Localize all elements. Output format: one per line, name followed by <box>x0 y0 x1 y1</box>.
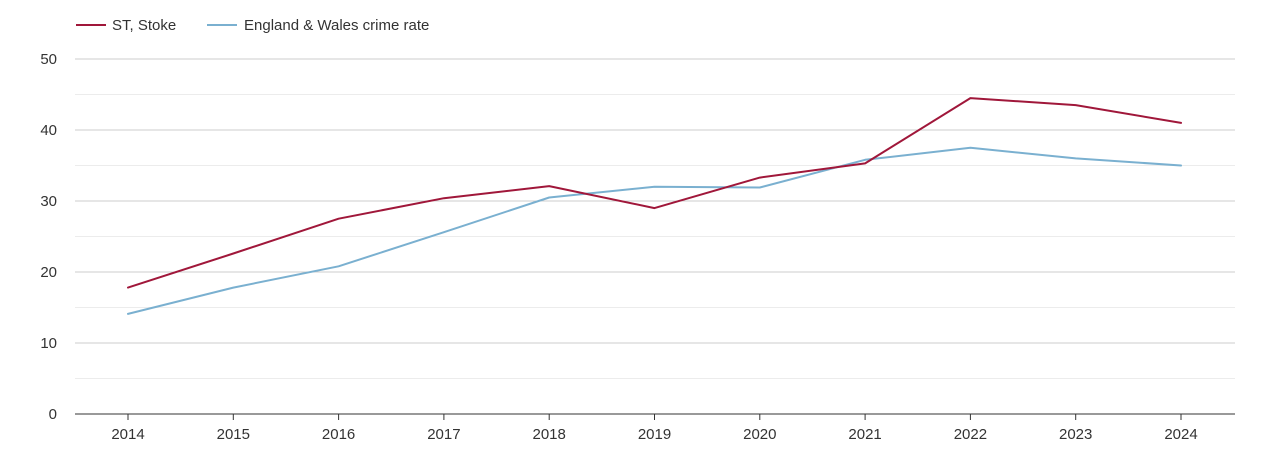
y-axis-ticks: 0 10 20 30 40 50 <box>40 51 57 423</box>
y-tick-label: 20 <box>40 264 57 281</box>
x-tick-label: 2021 <box>848 426 881 443</box>
y-tick-label: 30 <box>40 193 57 210</box>
legend: ST, Stoke England & Wales crime rate <box>76 17 429 34</box>
series-line-st-stoke <box>127 97 1182 289</box>
y-tick-label: 10 <box>40 335 57 352</box>
legend-label-england-wales: England & Wales crime rate <box>244 17 429 34</box>
x-tick-label: 2018 <box>533 426 566 443</box>
x-tick-label: 2023 <box>1059 426 1092 443</box>
x-tick-label: 2014 <box>111 426 144 443</box>
gridlines <box>75 58 1235 379</box>
legend-item-0[interactable]: ST, Stoke <box>76 17 176 34</box>
y-tick-label: 40 <box>40 122 57 139</box>
series-line-england-wales-crime-rate <box>127 146 1182 315</box>
x-tick-label: 2020 <box>743 426 776 443</box>
x-tick-label: 2016 <box>322 426 355 443</box>
x-tick-label: 2022 <box>954 426 987 443</box>
legend-item-1[interactable]: England & Wales crime rate <box>207 17 429 34</box>
y-tick-label: 50 <box>40 51 57 68</box>
x-tick-label: 2015 <box>217 426 250 443</box>
y-tick-label: 0 <box>49 406 57 423</box>
x-tick-label: 2024 <box>1164 426 1197 443</box>
x-tick-label: 2017 <box>427 426 460 443</box>
series-lines <box>127 97 1182 315</box>
x-axis-ticks: 2014 2015 2016 2017 2018 2019 2020 2021 2022 2023… <box>111 414 1198 443</box>
legend-label-st-stoke: ST, Stoke <box>112 17 176 34</box>
x-tick-label: 2019 <box>638 426 671 443</box>
